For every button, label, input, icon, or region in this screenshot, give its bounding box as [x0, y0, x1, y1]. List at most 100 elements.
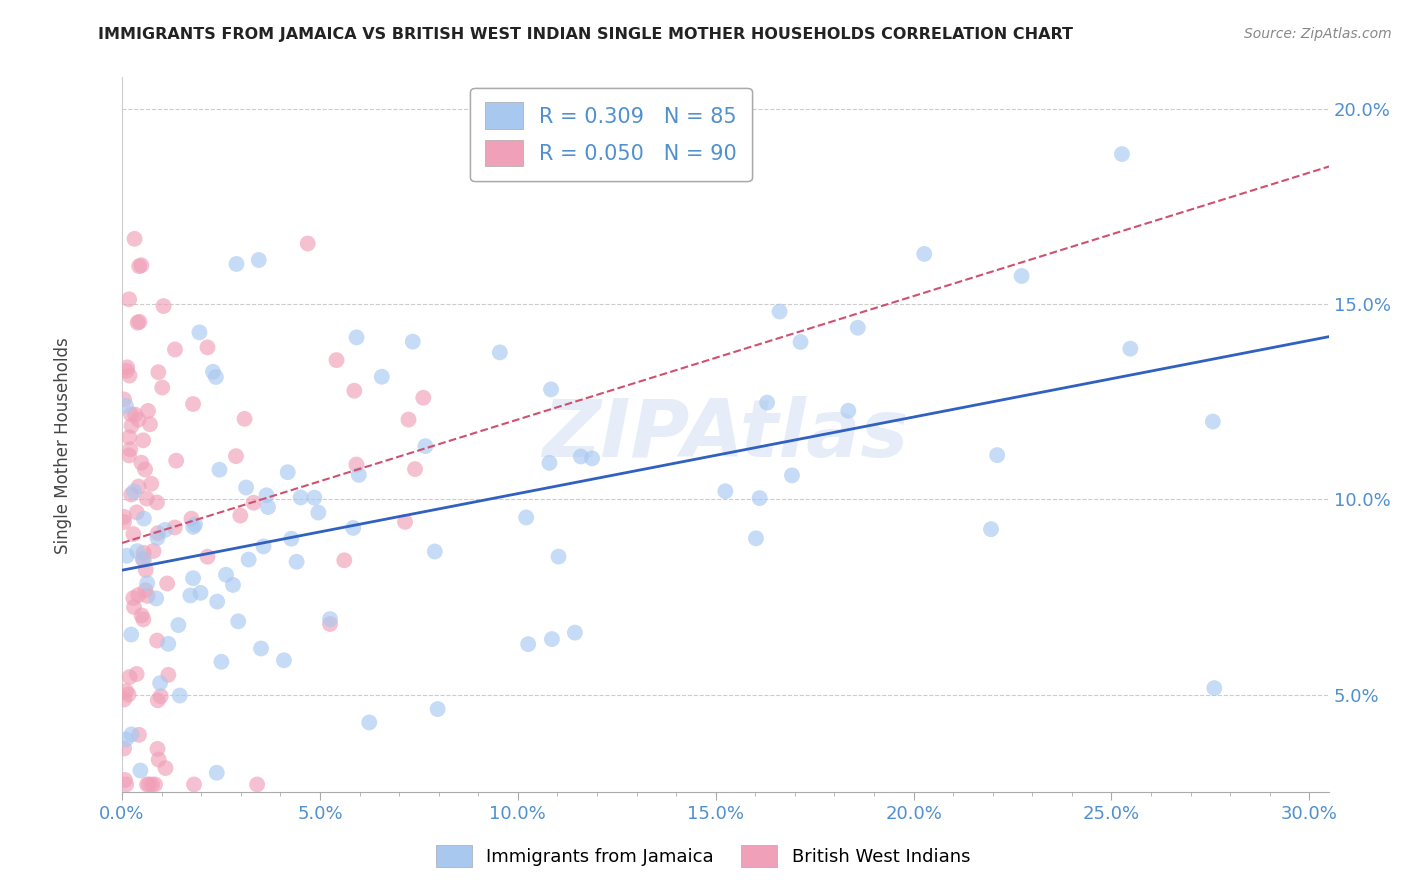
Point — [215, 567, 238, 582]
Point — [120, 727, 142, 741]
Point — [222, 578, 245, 592]
Point — [132, 553, 155, 567]
Point — [129, 764, 152, 778]
Point — [132, 612, 155, 626]
Point — [149, 690, 172, 704]
Point — [346, 330, 368, 344]
Point — [112, 509, 135, 524]
Point — [181, 571, 204, 585]
Point — [132, 546, 155, 560]
Point — [163, 343, 186, 357]
Point — [188, 326, 211, 340]
Point — [252, 540, 274, 554]
Point — [146, 526, 169, 541]
Text: ZIPAtlas: ZIPAtlas — [543, 396, 908, 474]
Point — [837, 404, 859, 418]
Point — [238, 552, 260, 566]
Point — [581, 451, 603, 466]
Point — [118, 293, 141, 307]
Point — [745, 531, 768, 545]
Point — [190, 586, 212, 600]
Point — [540, 383, 562, 397]
Point — [122, 599, 145, 614]
Point — [128, 479, 150, 493]
Point — [127, 316, 149, 330]
Point — [564, 625, 586, 640]
Point — [1202, 415, 1225, 429]
Point — [135, 563, 157, 577]
Point — [135, 491, 157, 506]
Point — [233, 412, 256, 426]
Point — [344, 458, 367, 472]
Point — [1011, 268, 1033, 283]
Point — [569, 450, 592, 464]
Point — [225, 257, 247, 271]
Point — [226, 615, 249, 629]
Point — [136, 576, 159, 591]
Point — [398, 412, 420, 426]
Point — [118, 670, 141, 684]
Point — [131, 456, 153, 470]
Point — [1204, 681, 1226, 695]
Point — [115, 399, 138, 413]
Point — [120, 627, 142, 641]
Point — [517, 637, 540, 651]
Point — [136, 404, 159, 418]
Point — [121, 418, 143, 433]
Point — [138, 777, 160, 791]
Point — [333, 553, 356, 567]
Point — [789, 334, 811, 349]
Point — [201, 365, 224, 379]
Point — [114, 772, 136, 787]
Point — [146, 495, 169, 509]
Point — [780, 468, 803, 483]
Point — [127, 412, 149, 426]
Point — [118, 368, 141, 383]
Point — [153, 523, 176, 537]
Point — [205, 765, 228, 780]
Point — [132, 552, 155, 566]
Point — [235, 481, 257, 495]
Point — [128, 728, 150, 742]
Point — [165, 453, 187, 467]
Point — [208, 463, 231, 477]
Point — [112, 741, 135, 756]
Point — [307, 506, 329, 520]
Point — [118, 430, 141, 444]
Point — [141, 476, 163, 491]
Point — [146, 531, 169, 545]
Point — [912, 247, 935, 261]
Point — [280, 532, 302, 546]
Point — [131, 608, 153, 623]
Point — [146, 742, 169, 756]
Point — [184, 517, 207, 532]
Point — [181, 397, 204, 411]
Point — [986, 448, 1008, 462]
Point — [257, 500, 280, 514]
Point — [426, 702, 449, 716]
Legend: R = 0.309   N = 85, R = 0.050   N = 90: R = 0.309 N = 85, R = 0.050 N = 90 — [471, 87, 752, 181]
Point — [122, 591, 145, 605]
Point — [112, 692, 135, 706]
Point — [714, 484, 737, 499]
Point — [181, 520, 204, 534]
Point — [143, 777, 166, 791]
Point — [756, 395, 779, 409]
Point — [402, 334, 425, 349]
Point — [748, 491, 770, 505]
Point — [371, 369, 394, 384]
Point — [134, 583, 156, 598]
Point — [149, 676, 172, 690]
Point — [394, 515, 416, 529]
Point — [225, 449, 247, 463]
Point — [541, 632, 564, 646]
Point — [297, 236, 319, 251]
Point — [157, 637, 180, 651]
Point — [127, 588, 149, 602]
Point — [209, 655, 232, 669]
Point — [125, 667, 148, 681]
Point — [277, 465, 299, 479]
Point — [285, 555, 308, 569]
Point — [359, 715, 381, 730]
Point — [142, 544, 165, 558]
